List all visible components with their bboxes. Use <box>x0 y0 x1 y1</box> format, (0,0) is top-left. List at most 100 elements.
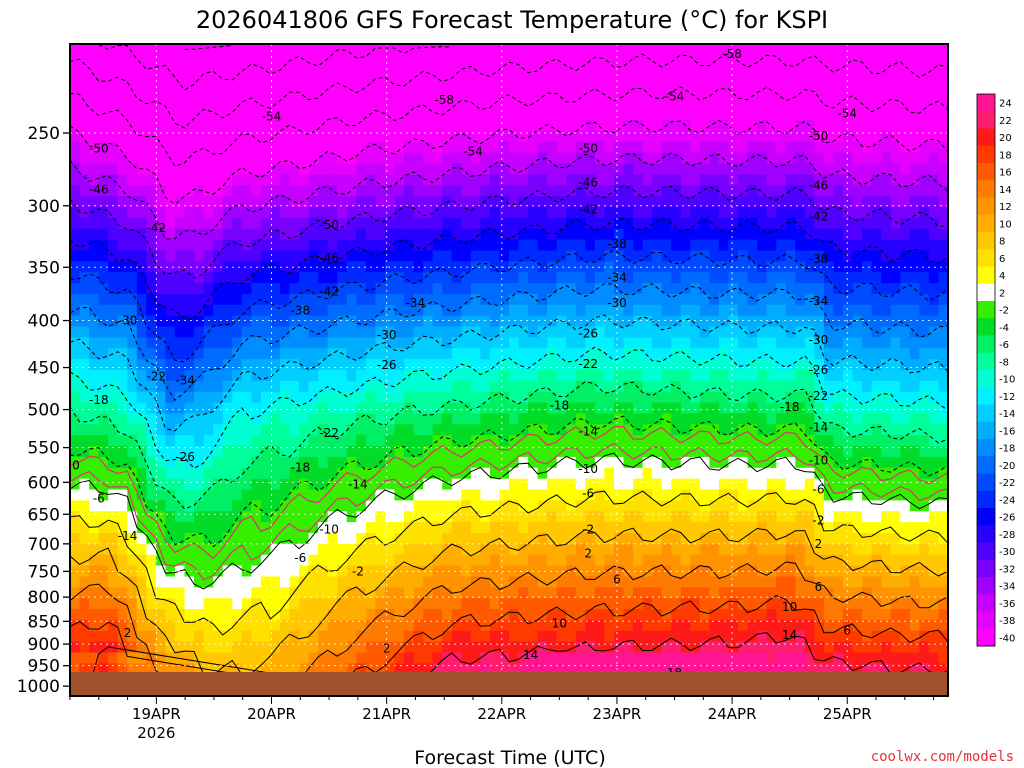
temperature-cell <box>451 304 462 317</box>
temperature-cell <box>747 522 758 534</box>
temperature-cell <box>461 87 472 99</box>
temperature-cell <box>843 424 854 436</box>
temperature-cell <box>833 598 844 610</box>
temperature-cell <box>70 217 81 230</box>
temperature-cell <box>680 478 691 491</box>
temperature-cell <box>203 109 214 121</box>
temperature-cell <box>318 391 329 404</box>
temperature-cell <box>652 609 663 621</box>
temperature-cell <box>843 141 854 154</box>
temperature-cell <box>337 337 348 349</box>
temperature-cell <box>556 652 567 664</box>
temperature-cell <box>776 207 787 219</box>
temperature-cell <box>804 359 815 371</box>
temperature-cell <box>699 250 711 262</box>
temperature-cell <box>89 456 100 469</box>
temperature-cell <box>394 565 405 578</box>
temperature-cell <box>222 619 233 632</box>
temperature-cell <box>556 87 567 99</box>
temperature-cell <box>194 663 205 675</box>
temperature-cell <box>633 44 644 56</box>
temperature-cell <box>499 337 510 349</box>
temperature-cell <box>289 185 300 197</box>
temperature-cell <box>432 641 443 654</box>
temperature-cell <box>127 98 138 110</box>
temperature-cell <box>747 478 758 491</box>
temperature-cell <box>757 348 768 360</box>
temperature-cell <box>232 196 243 208</box>
temperature-cell <box>337 217 348 230</box>
temperature-cell <box>652 250 663 262</box>
temperature-cell <box>260 130 272 143</box>
temperature-cell <box>623 44 634 56</box>
temperature-cell <box>814 456 825 469</box>
temperature-cell <box>203 641 214 654</box>
temperature-cell <box>518 315 529 328</box>
temperature-cell <box>70 435 81 447</box>
temperature-cell <box>365 554 376 567</box>
temperature-cell <box>747 207 758 219</box>
temperature-cell <box>98 239 109 252</box>
temperature-cell <box>843 587 854 599</box>
temperature-cell <box>661 522 672 534</box>
temperature-cell <box>404 54 415 67</box>
temperature-cell <box>556 587 567 599</box>
temperature-cell <box>423 619 434 632</box>
temperature-cell <box>633 598 644 610</box>
temperature-cell <box>528 619 539 632</box>
temperature-cell <box>270 598 281 610</box>
temperature-cell <box>728 293 739 306</box>
temperature-cell <box>117 283 128 295</box>
temperature-cell <box>633 98 644 110</box>
temperature-cell <box>718 217 730 230</box>
temperature-cell <box>728 315 739 328</box>
temperature-cell <box>232 424 243 436</box>
temperature-cell <box>461 44 472 56</box>
temperature-cell <box>613 109 625 121</box>
temperature-cell <box>70 152 81 165</box>
temperature-cell <box>270 619 281 632</box>
temperature-cell <box>623 435 634 447</box>
temperature-cell <box>318 489 329 501</box>
temperature-cell <box>327 359 338 371</box>
temperature-cell <box>165 456 176 469</box>
temperature-cell <box>404 304 415 317</box>
temperature-cell <box>461 522 472 534</box>
temperature-cell <box>213 489 224 501</box>
temperature-cell <box>862 87 873 99</box>
temperature-cell <box>680 87 691 99</box>
temperature-cell <box>308 304 319 317</box>
temperature-cell <box>384 163 396 175</box>
temperature-cell <box>594 272 606 284</box>
temperature-cell <box>785 641 796 654</box>
temperature-cell <box>709 543 720 556</box>
temperature-cell <box>442 337 453 349</box>
temperature-cell <box>728 185 739 197</box>
temperature-cell <box>70 141 81 154</box>
temperature-cell <box>547 185 558 197</box>
temperature-cell <box>184 619 195 632</box>
temperature-cell <box>98 609 109 621</box>
temperature-cell <box>375 554 386 567</box>
temperature-cell <box>308 413 319 425</box>
temperature-cell <box>556 391 567 404</box>
temperature-cell <box>451 413 462 425</box>
temperature-cell <box>213 337 224 349</box>
temperature-cell <box>661 217 672 230</box>
temperature-cell <box>671 76 682 89</box>
temperature-cell <box>98 511 109 523</box>
temperature-cell <box>690 44 701 56</box>
temperature-cell <box>299 120 310 132</box>
temperature-cell <box>738 44 749 56</box>
temperature-cell <box>852 435 863 447</box>
temperature-cell <box>451 587 462 599</box>
temperature-cell <box>518 87 529 99</box>
temperature-cell <box>633 87 644 99</box>
temperature-cell <box>165 261 176 273</box>
temperature-cell <box>804 522 815 534</box>
temperature-cell <box>738 576 749 588</box>
temperature-cell <box>375 500 386 512</box>
temperature-cell <box>633 652 644 664</box>
temperature-cell <box>117 98 128 110</box>
temperature-cell <box>843 456 854 469</box>
